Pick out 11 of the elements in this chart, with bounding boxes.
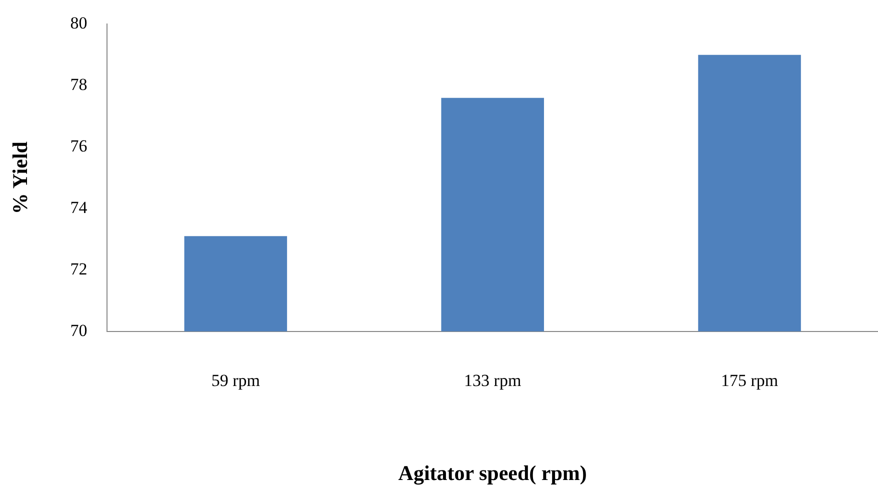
x-tick-label: 175 rpm xyxy=(720,371,778,390)
y-tick-label: 74 xyxy=(70,198,88,217)
y-tick-label: 76 xyxy=(70,136,88,156)
y-tick-label: 70 xyxy=(70,320,88,340)
x-tick-label: 59 rpm xyxy=(211,371,260,390)
y-tick-label: 72 xyxy=(70,259,88,278)
x-tick-label: 133 rpm xyxy=(464,371,522,390)
y-tick-label: 80 xyxy=(70,14,88,33)
y-tick-label: 78 xyxy=(70,75,88,94)
y-axis-title: % Yield xyxy=(8,141,32,214)
x-axis-title: Agitator speed( rpm) xyxy=(398,460,587,485)
